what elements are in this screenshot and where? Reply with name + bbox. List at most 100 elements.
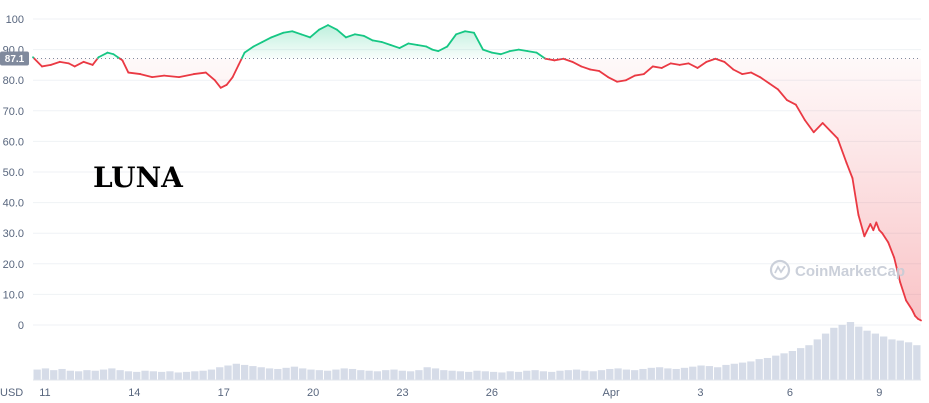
volume-bar	[307, 369, 315, 380]
volume-bar	[888, 339, 896, 380]
volume-bar	[191, 371, 199, 380]
volume-bar	[846, 322, 855, 380]
volume-bar	[323, 370, 332, 380]
price-line-segment	[881, 232, 890, 244]
price-line-segment	[553, 57, 565, 62]
price-line-segment	[535, 51, 546, 60]
price-line-segment	[544, 57, 556, 62]
y-tick-label: 50.0	[3, 167, 24, 179]
y-tick-label: 0	[18, 320, 24, 332]
volume-bar	[821, 333, 830, 380]
volume-bar	[174, 372, 182, 380]
volume-bar	[896, 340, 904, 380]
volume-bar	[373, 371, 382, 380]
price-line-segment	[353, 33, 365, 37]
price-line-segment	[723, 60, 735, 71]
volume-bar	[664, 368, 672, 380]
volume-bar	[315, 370, 323, 380]
volume-bar	[697, 365, 705, 380]
x-tick-label: Apr	[603, 387, 620, 399]
volume-bar	[539, 371, 548, 380]
price-line-segment	[225, 76, 234, 86]
price-line-segment	[73, 60, 85, 68]
volume-bar	[830, 327, 838, 380]
volume-bar	[406, 371, 415, 380]
volume-bar	[498, 372, 506, 380]
volume-bar	[249, 366, 257, 380]
price-line-segment	[490, 51, 502, 56]
price-line-segment	[473, 31, 484, 51]
price-line-segment	[193, 71, 207, 75]
chart-title: LUNA	[93, 161, 184, 194]
price-line-segment	[607, 76, 618, 83]
volume-bar	[415, 370, 423, 380]
price-line-segment	[917, 317, 922, 322]
volume-bar	[631, 370, 639, 380]
volume-bar	[481, 371, 489, 380]
price-line-segment	[261, 36, 273, 43]
price-line-segment	[526, 50, 538, 54]
x-tick-label: 14	[128, 387, 140, 399]
watermark-logo-mark	[774, 265, 786, 274]
price-line-segment	[562, 57, 574, 63]
price-line-segment	[300, 33, 312, 39]
volume-bar	[299, 368, 307, 380]
price-line-segment	[309, 28, 320, 39]
price-line-segment	[857, 213, 866, 238]
price-line-segment	[33, 57, 43, 68]
price-line-segment	[91, 57, 99, 66]
price-area-below-reference	[34, 58, 921, 321]
volume-bar	[913, 345, 921, 380]
price-line-segment	[580, 65, 592, 71]
volume-bar	[548, 371, 556, 380]
price-line-segment	[517, 48, 529, 53]
price-line-segment	[178, 73, 195, 79]
x-tick-label: 23	[396, 387, 408, 399]
volume-bar	[738, 362, 747, 380]
y-tick-label: 60.0	[3, 136, 24, 148]
price-line-segment	[58, 60, 70, 65]
volume-bar	[91, 370, 99, 380]
price-line-segment	[240, 51, 246, 60]
price-line-segment	[231, 64, 240, 79]
price-line-segment	[389, 44, 401, 49]
y-tick-label: 40.0	[3, 198, 24, 210]
price-line-segment	[270, 31, 285, 39]
volume-bar	[514, 371, 523, 380]
price-line-segment	[768, 82, 779, 91]
price-line-segment	[803, 119, 815, 134]
volume-bar	[133, 371, 141, 380]
volume-bar	[622, 369, 631, 380]
volume-bar	[523, 370, 531, 380]
volume-bar	[556, 370, 564, 380]
volume-bar	[290, 366, 299, 380]
volume-bar	[240, 364, 249, 380]
volume-bar	[788, 351, 797, 380]
volume-bar	[589, 371, 597, 380]
price-line-segment	[714, 57, 726, 63]
volume-bar	[207, 369, 216, 380]
volume-bar	[50, 370, 58, 380]
volume-bar	[855, 326, 863, 380]
price-line-segment	[425, 45, 434, 51]
volume-bar	[805, 345, 813, 380]
volume-bar	[232, 363, 240, 380]
price-line-segment	[642, 65, 654, 75]
price-line-segment	[777, 88, 788, 101]
volume-bar	[149, 371, 157, 380]
price-line-segment	[82, 60, 94, 66]
price-line-segment	[836, 137, 848, 164]
price-line-segment	[204, 71, 216, 82]
volume-bar	[705, 366, 714, 380]
volume-bar	[714, 367, 722, 380]
price-line-segment	[252, 41, 264, 48]
volume-bar	[257, 367, 265, 380]
volume-bar	[763, 357, 772, 380]
gridlines	[33, 18, 921, 326]
watermark: CoinMarketCap	[769, 259, 905, 281]
x-axis-ticks: 11 14 17 20 23 26 Apr 3 6 9	[39, 387, 882, 399]
price-area-above-reference	[33, 25, 546, 59]
volume-bars	[33, 322, 921, 380]
currency-label: USD	[0, 387, 23, 399]
